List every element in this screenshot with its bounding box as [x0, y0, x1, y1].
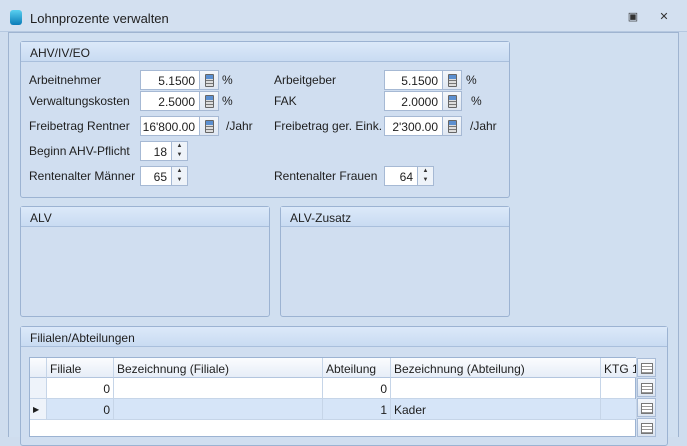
table-row[interactable]: ▶ 0 1 Kader	[30, 399, 637, 420]
group-alv: ALV	[20, 206, 270, 317]
table-cell[interactable]	[114, 399, 323, 419]
row-indicator[interactable]	[30, 378, 47, 398]
spin-up-icon[interactable]: ▲	[422, 168, 429, 174]
table-cell[interactable]	[601, 399, 637, 419]
ahv-verwaltungskosten-unit: %	[222, 94, 233, 108]
group-title: AHV/IV/EO	[21, 42, 509, 62]
table-cell[interactable]: 0	[323, 378, 391, 398]
ahv-rentenalter-frauen-input[interactable]: 64	[384, 166, 418, 186]
ahv-fak-unit: %	[471, 94, 482, 108]
edit-row-button[interactable]	[637, 398, 656, 417]
ahv-beginn-label: Beginn AHV-Pflicht	[29, 144, 130, 158]
delete-row-button[interactable]	[637, 418, 656, 437]
ahv-freibetrag-ger-input[interactable]: 2'300.00	[384, 116, 443, 136]
table-cell[interactable]	[114, 378, 323, 398]
group-alv-zusatz: ALV-Zusatz	[280, 206, 510, 317]
ahv-freibetrag-rentner-label: Freibetrag Rentner	[29, 119, 130, 133]
edit-row-icon	[641, 403, 653, 414]
group-title: ALV-Zusatz	[281, 207, 509, 227]
calculator-button[interactable]	[200, 70, 219, 90]
column-header[interactable]: Filiale	[47, 358, 114, 378]
calculator-icon	[205, 95, 214, 108]
row-indicator[interactable]: ▶	[30, 399, 47, 419]
ahv-freibetrag-ger-unit: /Jahr	[470, 119, 497, 133]
copy-row-icon	[641, 383, 653, 394]
table-cell[interactable]: 1	[323, 399, 391, 419]
calculator-button[interactable]	[443, 116, 462, 136]
calculator-button[interactable]	[443, 70, 462, 90]
add-row-button[interactable]	[637, 358, 656, 377]
spin-up-icon[interactable]: ▲	[176, 168, 183, 174]
spin-down-icon[interactable]: ▼	[176, 152, 183, 158]
spinner[interactable]: ▲ ▼	[172, 141, 188, 161]
ahv-fak-input[interactable]: 2.0000	[384, 91, 443, 111]
table-cell[interactable]	[601, 378, 637, 398]
calculator-button[interactable]	[200, 116, 219, 136]
table-cell[interactable]	[391, 378, 601, 398]
ahv-beginn-input[interactable]: 18	[140, 141, 172, 161]
ahv-freibetrag-ger-label: Freibetrag ger. Eink.	[274, 119, 383, 133]
calculator-icon	[448, 120, 457, 133]
calculator-icon	[448, 74, 457, 87]
ahv-arbeitgeber-input[interactable]: 5.1500	[384, 70, 443, 90]
delete-row-icon	[641, 423, 653, 434]
calculator-icon	[205, 120, 214, 133]
ahv-verwaltungskosten-label: Verwaltungskosten	[29, 94, 130, 108]
column-header[interactable]: Bezeichnung (Filiale)	[114, 358, 323, 378]
table-cell[interactable]: 0	[47, 378, 114, 398]
app-icon	[10, 10, 22, 25]
column-header[interactable]: Bezeichnung (Abteilung)	[391, 358, 601, 378]
ahv-verwaltungskosten-input[interactable]: 2.5000	[140, 91, 200, 111]
table-cell[interactable]: Kader	[391, 399, 601, 419]
column-header[interactable]: Abteilung	[323, 358, 391, 378]
restore-icon[interactable]: ▣	[627, 11, 639, 23]
filialen-grid[interactable]: Filiale Bezeichnung (Filiale) Abteilung Bez…	[29, 357, 637, 437]
group-title: ALV	[21, 207, 269, 227]
spinner[interactable]: ▲ ▼	[418, 166, 434, 186]
spinner[interactable]: ▲ ▼	[172, 166, 188, 186]
group-title: Filialen/Abteilungen	[21, 327, 667, 347]
ahv-arbeitgeber-label: Arbeitgeber	[274, 73, 337, 87]
calculator-icon	[205, 74, 214, 87]
ahv-rentenalter-frauen-label: Rentenalter Frauen	[274, 169, 378, 183]
window-title: Lohnprozente verwalten	[30, 11, 169, 26]
add-row-icon	[641, 363, 653, 374]
spin-up-icon[interactable]: ▲	[176, 143, 183, 149]
ahv-fak-label: FAK	[274, 94, 297, 108]
ahv-rentenalter-maenner-input[interactable]: 65	[140, 166, 172, 186]
title-bar: Lohnprozente verwalten ▣ ✕	[0, 0, 687, 32]
ahv-freibetrag-rentner-unit: /Jahr	[226, 119, 253, 133]
copy-row-button[interactable]	[637, 378, 656, 397]
close-icon[interactable]: ✕	[659, 11, 669, 23]
ahv-rentenalter-maenner-label: Rentenalter Männer	[29, 169, 136, 183]
ahv-freibetrag-rentner-input[interactable]: 16'800.00	[140, 116, 200, 136]
column-header[interactable]: KTG 1 A	[601, 358, 637, 378]
ahv-arbeitnehmer-input[interactable]: 5.1500	[140, 70, 200, 90]
calculator-button[interactable]	[443, 91, 462, 111]
calculator-button[interactable]	[200, 91, 219, 111]
spin-down-icon[interactable]: ▼	[176, 177, 183, 183]
ahv-arbeitnehmer-unit: %	[222, 73, 233, 87]
ahv-arbeitnehmer-label: Arbeitnehmer	[29, 73, 102, 87]
calculator-icon	[448, 95, 457, 108]
row-indicator-header	[30, 358, 47, 378]
table-cell[interactable]: 0	[47, 399, 114, 419]
ahv-arbeitgeber-unit: %	[466, 73, 477, 87]
spin-down-icon[interactable]: ▼	[422, 177, 429, 183]
